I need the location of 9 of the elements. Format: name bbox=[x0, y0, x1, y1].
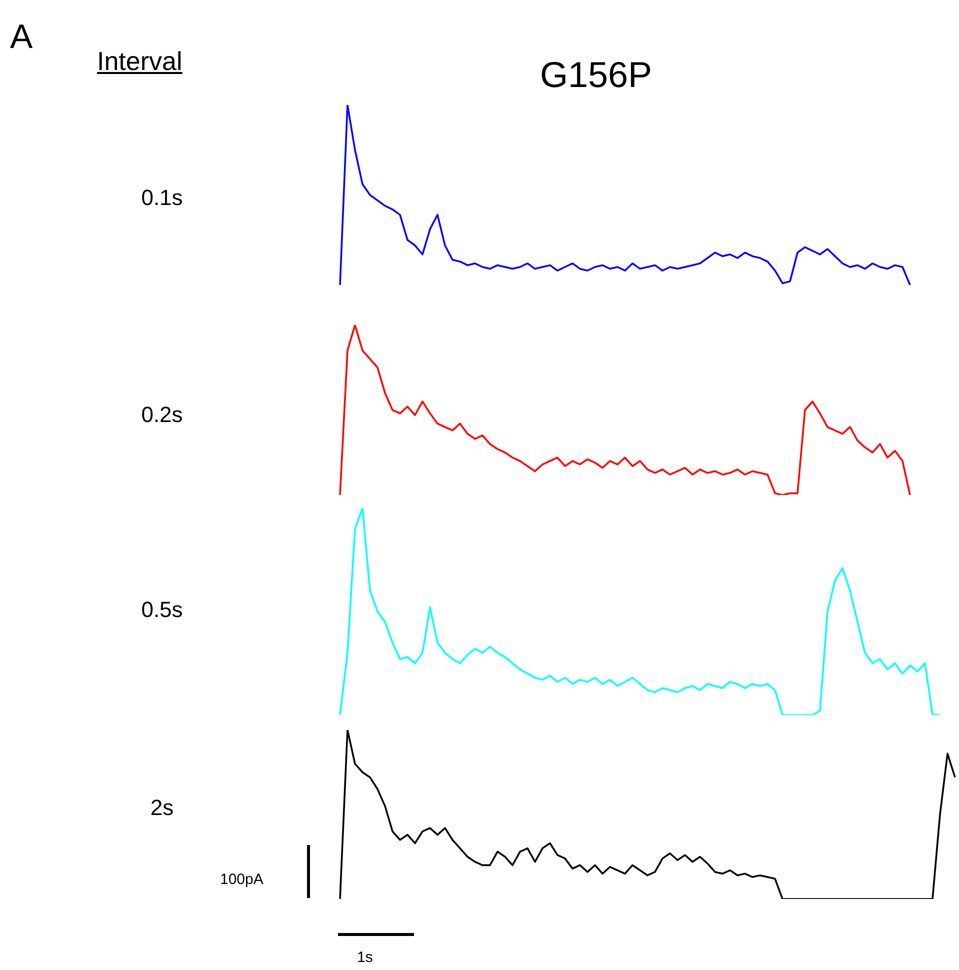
text: A bbox=[10, 18, 33, 56]
text: 100pA bbox=[220, 871, 264, 888]
chart-title: G156P bbox=[540, 54, 652, 95]
text: 1s bbox=[357, 949, 373, 966]
text: 0.2s bbox=[141, 402, 183, 427]
text: 0.1s bbox=[141, 185, 183, 210]
text: 2s bbox=[150, 795, 174, 820]
text: Interval bbox=[97, 46, 182, 76]
text: 0.5s bbox=[141, 597, 183, 622]
